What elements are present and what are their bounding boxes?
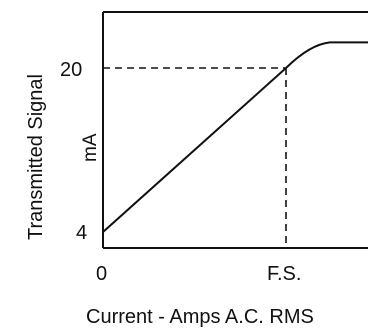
x-tick-label-fs: F.S. xyxy=(267,263,301,285)
y-axis-unit: mA xyxy=(80,133,101,162)
y-axis-title: Transmitted Signal xyxy=(25,74,47,240)
signal-curve xyxy=(102,41,368,233)
x-tick-label-0: 0 xyxy=(96,263,107,285)
y-tick-label-20: 20 xyxy=(60,59,82,81)
y-tick-label-4: 4 xyxy=(76,222,87,244)
x-axis-title: Current - Amps A.C. RMS xyxy=(86,306,314,328)
